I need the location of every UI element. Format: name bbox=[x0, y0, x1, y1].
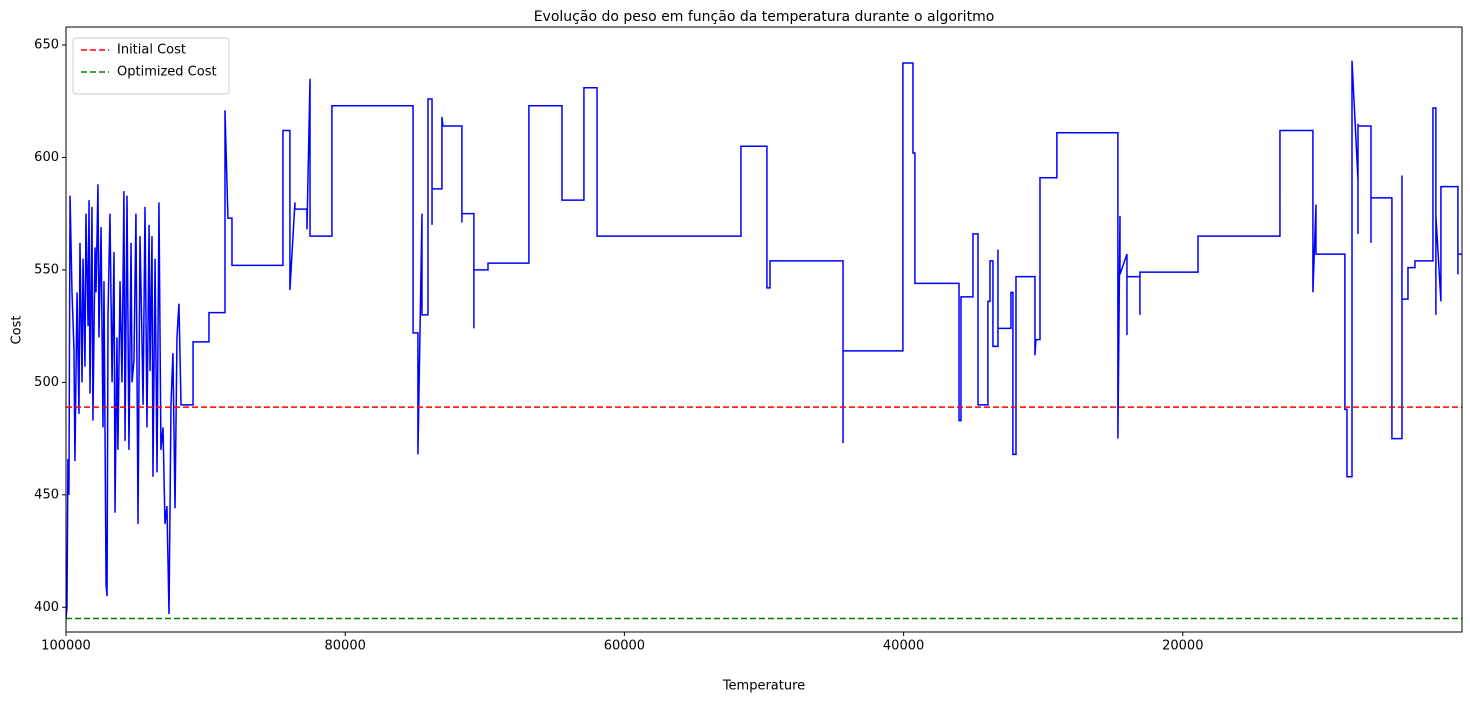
y-tick-label: 500 bbox=[34, 375, 59, 390]
x-tick-label: 60000 bbox=[604, 639, 645, 654]
x-tick-label: 40000 bbox=[883, 639, 924, 654]
y-tick-label: 400 bbox=[34, 600, 59, 615]
y-tick-label: 650 bbox=[34, 37, 59, 52]
y-axis-label: Cost bbox=[10, 316, 25, 345]
x-tick-label: 20000 bbox=[1162, 639, 1203, 654]
x-axis-label: Temperature bbox=[722, 679, 805, 694]
y-tick-label: 450 bbox=[34, 487, 59, 502]
x-tick-label: 80000 bbox=[325, 639, 366, 654]
legend-label: Optimized Cost bbox=[117, 65, 217, 80]
cost-line bbox=[66, 60, 1462, 619]
legend-label: Initial Cost bbox=[117, 43, 186, 58]
legend-box bbox=[72, 37, 230, 95]
y-tick-label: 600 bbox=[34, 150, 59, 165]
y-tick-label: 550 bbox=[34, 262, 59, 277]
x-tick-label: 100000 bbox=[41, 639, 91, 654]
plot-frame bbox=[65, 26, 1463, 633]
chart-title: Evolução do peso em função da temperatur… bbox=[534, 9, 995, 25]
